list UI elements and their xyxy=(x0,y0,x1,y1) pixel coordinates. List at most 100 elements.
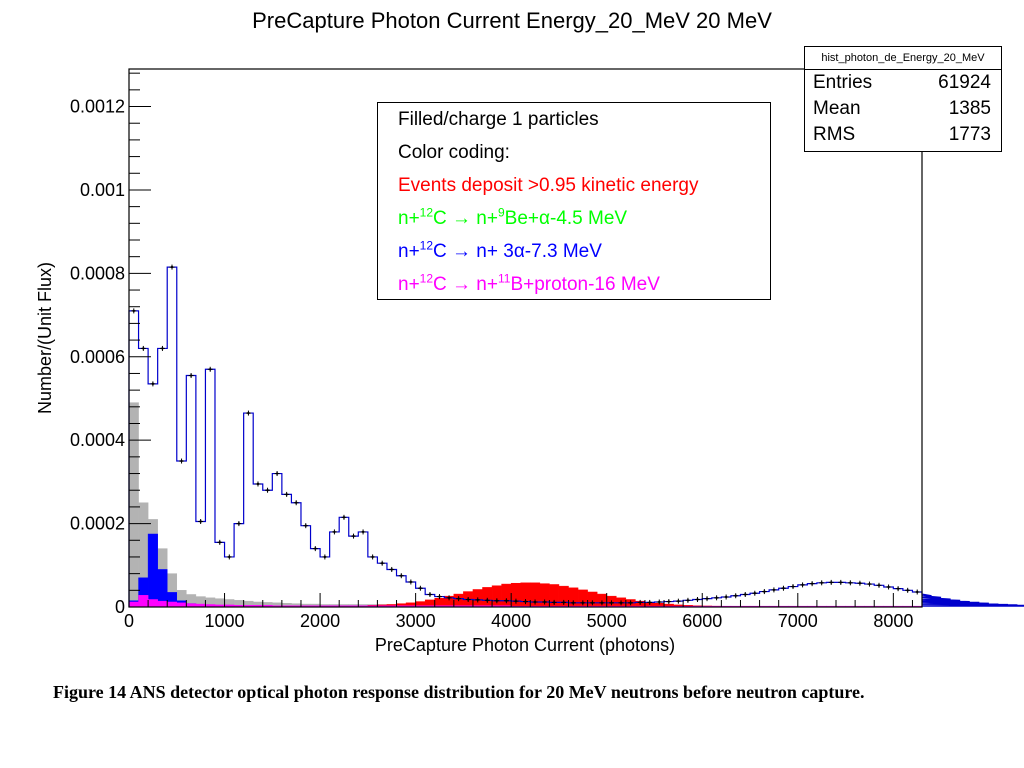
data-point xyxy=(543,600,546,604)
data-point xyxy=(715,596,718,600)
data-point xyxy=(342,516,346,519)
data-point xyxy=(380,562,384,565)
data-point xyxy=(533,600,537,604)
red-fill-bin xyxy=(501,583,512,608)
data-point xyxy=(304,524,307,527)
data-point xyxy=(256,482,260,486)
stats-row-entries: Entries 61924 xyxy=(805,70,1001,96)
legend-entry-3alpha: n+12C → n+ 3α-7.3 MeV xyxy=(398,238,602,262)
stats-entries-value: 61924 xyxy=(938,72,991,93)
data-point xyxy=(877,584,881,587)
data-point xyxy=(524,600,527,603)
data-point xyxy=(151,382,155,386)
magenta-fill-bin xyxy=(166,601,178,608)
data-point xyxy=(896,587,900,590)
data-point xyxy=(801,583,804,587)
magenta-fill-bin xyxy=(138,595,149,608)
axes: 0 1000 2000 3000 4000 5000 6000 7000 8000 0 0.0002… xyxy=(70,72,913,631)
data-point xyxy=(916,590,919,594)
data-point xyxy=(629,601,632,605)
data-point xyxy=(572,601,575,605)
gray-fill-bin xyxy=(128,402,139,608)
data-point xyxy=(648,601,651,604)
x-tick-label: 4000 xyxy=(491,611,531,631)
data-point xyxy=(132,309,135,313)
data-point xyxy=(285,493,288,496)
x-tick-label: 6000 xyxy=(682,611,722,631)
data-point xyxy=(333,530,336,534)
data-point xyxy=(409,580,413,584)
data-point xyxy=(619,601,623,605)
data-point xyxy=(696,598,699,601)
figure-caption: Figure 14 ANS detector optical photon re… xyxy=(53,682,865,702)
x-tick-label: 8000 xyxy=(873,611,913,631)
data-point xyxy=(791,585,795,588)
data-point xyxy=(400,574,403,577)
y-tick-label: 0.001 xyxy=(80,180,125,200)
y-tick-label: 0.0008 xyxy=(70,263,125,283)
stats-mean-value: 1385 xyxy=(948,98,991,119)
data-point xyxy=(667,600,671,603)
data-point xyxy=(428,593,432,596)
data-point xyxy=(170,265,174,269)
data-point xyxy=(438,595,441,598)
data-point xyxy=(505,599,508,602)
data-point xyxy=(810,582,814,585)
x-tick-label: 5000 xyxy=(587,611,627,631)
data-point xyxy=(142,347,145,350)
legend-box: Filled/charge 1 particles Color coding: … xyxy=(377,102,771,300)
data-point xyxy=(161,347,164,350)
data-point xyxy=(447,596,451,600)
y-tick-label: 0.0004 xyxy=(70,430,125,450)
magenta-fill-bin xyxy=(157,600,168,608)
data-point xyxy=(724,595,728,599)
data-point xyxy=(247,411,250,415)
x-tick-label: 3000 xyxy=(396,611,436,631)
y-tick-label: 0.0012 xyxy=(70,97,125,117)
data-point xyxy=(514,599,518,603)
histogram-outlines xyxy=(128,264,1024,607)
data-point xyxy=(763,590,766,593)
chart-title: PreCapture Photon Current Energy_20_MeV … xyxy=(252,8,772,33)
data-point xyxy=(237,522,241,525)
stats-rms-label: RMS xyxy=(813,124,856,145)
y-tick-label: 0.0006 xyxy=(70,347,125,367)
filled-histograms xyxy=(128,402,923,608)
y-axis-label: Number/(Unit Flux) xyxy=(35,262,55,414)
data-point xyxy=(734,594,737,597)
data-point xyxy=(495,599,499,602)
data-point xyxy=(658,600,661,604)
legend-entry-b-proton: n+12C → n+11B+proton-16 MeV xyxy=(398,271,660,295)
data-point xyxy=(266,489,269,492)
magenta-fill-bin xyxy=(147,599,158,608)
data-point xyxy=(275,472,279,475)
x-tick-label: 0 xyxy=(124,611,134,631)
x-tick-label: 7000 xyxy=(778,611,818,631)
magenta-fill-bin xyxy=(176,602,187,608)
data-point xyxy=(753,592,757,595)
data-point xyxy=(294,501,298,504)
data-point xyxy=(189,374,193,377)
data-point xyxy=(705,597,709,600)
data-point xyxy=(390,568,393,571)
data-point xyxy=(419,587,422,590)
data-point xyxy=(562,601,565,604)
data-point xyxy=(744,593,747,596)
stats-rms-value: 1773 xyxy=(948,124,991,145)
data-point xyxy=(868,582,871,586)
data-point xyxy=(552,601,556,604)
data-point xyxy=(314,547,317,550)
data-point xyxy=(858,582,862,585)
data-point xyxy=(849,581,852,585)
total-outline xyxy=(128,266,1024,607)
data-point xyxy=(466,598,470,601)
data-point xyxy=(782,587,785,590)
legend-line-color-coding: Color coding: xyxy=(398,142,510,163)
data-point xyxy=(839,581,842,584)
data-point xyxy=(906,589,909,592)
stats-histogram-name: hist_photon_de_Energy_20_MeV xyxy=(805,47,1001,70)
data-point xyxy=(686,599,690,602)
plot-frame xyxy=(128,68,923,608)
data-point xyxy=(371,555,374,559)
